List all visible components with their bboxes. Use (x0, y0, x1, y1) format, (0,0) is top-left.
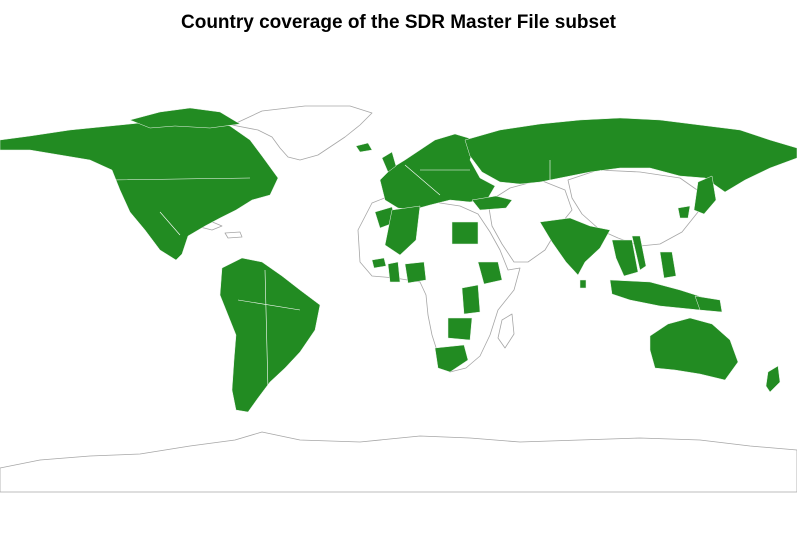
covered-internal-borders (109, 160, 611, 391)
country-india (539, 217, 611, 276)
country-vietnam (631, 235, 647, 271)
country-south-america (219, 257, 321, 413)
country-south-africa (434, 344, 469, 373)
country-nigeria (404, 261, 427, 284)
covered-countries (0, 107, 797, 413)
map-title: Country coverage of the SDR Master File … (181, 12, 616, 33)
antarctica (0, 431, 797, 493)
country-united-kingdom (381, 151, 397, 173)
country-russia (464, 117, 797, 193)
country-malaysia-indonesia (609, 279, 706, 311)
country-senegal (371, 257, 387, 269)
east-asia-land (567, 169, 701, 247)
country-australia (649, 317, 739, 381)
country-myanmar-thailand (611, 239, 639, 277)
greenland (231, 105, 373, 161)
country-canada-islands (129, 107, 241, 129)
country-egypt (451, 221, 479, 245)
country-zambia-zimbabwe (447, 317, 473, 341)
country-sri-lanka (579, 279, 587, 289)
country-philippines (659, 251, 677, 279)
country-turkey (471, 195, 513, 211)
country-ethiopia (477, 261, 503, 285)
country-japan (693, 175, 717, 215)
country-iceland (355, 142, 373, 153)
country-kenya-tanzania (461, 284, 481, 315)
uncovered-land (0, 105, 797, 493)
country-papua-new-guinea (694, 295, 723, 313)
country-ghana (387, 261, 401, 283)
country-new-zealand (765, 365, 781, 393)
country-north-america (0, 117, 279, 261)
country-south-korea (677, 205, 691, 219)
country-algeria-tunisia (384, 205, 421, 256)
madagascar (497, 313, 515, 349)
